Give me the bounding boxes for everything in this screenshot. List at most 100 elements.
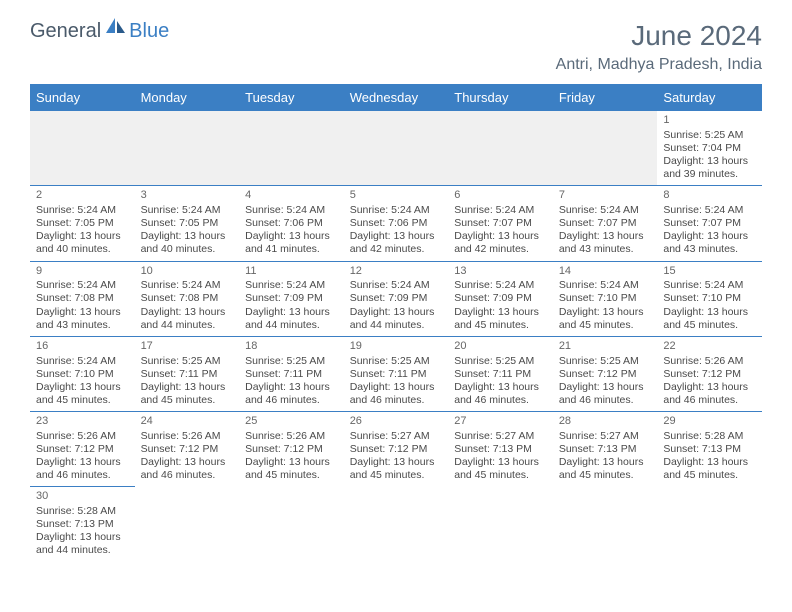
daylight-line: Daylight: 13 hours and 42 minutes. (350, 230, 443, 256)
sunset-line: Sunset: 7:07 PM (663, 217, 756, 230)
daylight-line: Daylight: 13 hours and 44 minutes. (245, 306, 338, 332)
calendar-body: 1Sunrise: 5:25 AMSunset: 7:04 PMDaylight… (30, 111, 762, 562)
day-header: Sunday (30, 84, 135, 111)
sunset-line: Sunset: 7:13 PM (559, 443, 652, 456)
calendar-cell (448, 487, 553, 562)
calendar-cell: 2Sunrise: 5:24 AMSunset: 7:05 PMDaylight… (30, 186, 135, 261)
daylight-line: Daylight: 13 hours and 46 minutes. (454, 381, 547, 407)
sunset-line: Sunset: 7:12 PM (350, 443, 443, 456)
daylight-line: Daylight: 13 hours and 45 minutes. (350, 456, 443, 482)
calendar-cell (239, 111, 344, 186)
day-header: Thursday (448, 84, 553, 111)
sunrise-line: Sunrise: 5:24 AM (663, 204, 756, 217)
day-number: 28 (559, 415, 652, 429)
calendar-cell: 14Sunrise: 5:24 AMSunset: 7:10 PMDayligh… (553, 261, 658, 336)
calendar-cell: 25Sunrise: 5:26 AMSunset: 7:12 PMDayligh… (239, 412, 344, 487)
daylight-line: Daylight: 13 hours and 44 minutes. (141, 306, 234, 332)
day-number: 29 (663, 415, 756, 429)
day-header: Monday (135, 84, 240, 111)
daylight-line: Daylight: 13 hours and 46 minutes. (245, 381, 338, 407)
sunrise-line: Sunrise: 5:26 AM (141, 430, 234, 443)
sunrise-line: Sunrise: 5:24 AM (36, 279, 129, 292)
calendar-row: 23Sunrise: 5:26 AMSunset: 7:12 PMDayligh… (30, 412, 762, 487)
sunset-line: Sunset: 7:12 PM (245, 443, 338, 456)
calendar-cell: 21Sunrise: 5:25 AMSunset: 7:12 PMDayligh… (553, 336, 658, 411)
calendar-cell: 19Sunrise: 5:25 AMSunset: 7:11 PMDayligh… (344, 336, 449, 411)
sunrise-line: Sunrise: 5:27 AM (559, 430, 652, 443)
calendar-table: Sunday Monday Tuesday Wednesday Thursday… (30, 84, 762, 562)
day-number: 10 (141, 265, 234, 279)
sunrise-line: Sunrise: 5:25 AM (245, 355, 338, 368)
calendar-cell (135, 487, 240, 562)
calendar-cell: 13Sunrise: 5:24 AMSunset: 7:09 PMDayligh… (448, 261, 553, 336)
day-number: 24 (141, 415, 234, 429)
sunrise-line: Sunrise: 5:24 AM (663, 279, 756, 292)
sunrise-line: Sunrise: 5:24 AM (141, 204, 234, 217)
sunset-line: Sunset: 7:11 PM (454, 368, 547, 381)
location: Antri, Madhya Pradesh, India (556, 56, 762, 74)
calendar-cell: 8Sunrise: 5:24 AMSunset: 7:07 PMDaylight… (657, 186, 762, 261)
day-number: 13 (454, 265, 547, 279)
day-number: 25 (245, 415, 338, 429)
sunset-line: Sunset: 7:07 PM (559, 217, 652, 230)
calendar-cell: 7Sunrise: 5:24 AMSunset: 7:07 PMDaylight… (553, 186, 658, 261)
sunset-line: Sunset: 7:10 PM (559, 292, 652, 305)
sunset-line: Sunset: 7:12 PM (36, 443, 129, 456)
daylight-line: Daylight: 13 hours and 45 minutes. (663, 306, 756, 332)
daylight-line: Daylight: 13 hours and 43 minutes. (36, 306, 129, 332)
sunset-line: Sunset: 7:04 PM (663, 142, 756, 155)
sunrise-line: Sunrise: 5:28 AM (36, 505, 129, 518)
logo-text-dark: General (30, 20, 101, 43)
day-header: Wednesday (344, 84, 449, 111)
sunset-line: Sunset: 7:05 PM (141, 217, 234, 230)
sunset-line: Sunset: 7:05 PM (36, 217, 129, 230)
page-header: General Blue June 2024 Antri, Madhya Pra… (0, 0, 792, 84)
day-number: 8 (663, 189, 756, 203)
sunrise-line: Sunrise: 5:27 AM (454, 430, 547, 443)
day-number: 3 (141, 189, 234, 203)
day-number: 15 (663, 265, 756, 279)
sunrise-line: Sunrise: 5:25 AM (350, 355, 443, 368)
sail-icon (105, 16, 127, 39)
sunrise-line: Sunrise: 5:24 AM (454, 279, 547, 292)
sunrise-line: Sunrise: 5:24 AM (454, 204, 547, 217)
day-number: 27 (454, 415, 547, 429)
sunset-line: Sunset: 7:09 PM (350, 292, 443, 305)
calendar-cell: 16Sunrise: 5:24 AMSunset: 7:10 PMDayligh… (30, 336, 135, 411)
daylight-line: Daylight: 13 hours and 46 minutes. (141, 456, 234, 482)
daylight-line: Daylight: 13 hours and 46 minutes. (350, 381, 443, 407)
daylight-line: Daylight: 13 hours and 41 minutes. (245, 230, 338, 256)
day-number: 12 (350, 265, 443, 279)
day-header: Saturday (657, 84, 762, 111)
calendar-row: 2Sunrise: 5:24 AMSunset: 7:05 PMDaylight… (30, 186, 762, 261)
sunset-line: Sunset: 7:12 PM (559, 368, 652, 381)
sunrise-line: Sunrise: 5:24 AM (559, 204, 652, 217)
daylight-line: Daylight: 13 hours and 45 minutes. (245, 456, 338, 482)
sunrise-line: Sunrise: 5:28 AM (663, 430, 756, 443)
daylight-line: Daylight: 13 hours and 39 minutes. (663, 155, 756, 181)
calendar-cell: 12Sunrise: 5:24 AMSunset: 7:09 PMDayligh… (344, 261, 449, 336)
sunrise-line: Sunrise: 5:24 AM (350, 204, 443, 217)
sunrise-line: Sunrise: 5:25 AM (454, 355, 547, 368)
day-number: 19 (350, 340, 443, 354)
calendar-row: 1Sunrise: 5:25 AMSunset: 7:04 PMDaylight… (30, 111, 762, 186)
sunrise-line: Sunrise: 5:24 AM (245, 279, 338, 292)
day-header: Friday (553, 84, 658, 111)
sunrise-line: Sunrise: 5:24 AM (245, 204, 338, 217)
daylight-line: Daylight: 13 hours and 45 minutes. (454, 456, 547, 482)
day-number: 6 (454, 189, 547, 203)
sunset-line: Sunset: 7:13 PM (454, 443, 547, 456)
sunrise-line: Sunrise: 5:26 AM (663, 355, 756, 368)
sunset-line: Sunset: 7:11 PM (141, 368, 234, 381)
day-number: 2 (36, 189, 129, 203)
daylight-line: Daylight: 13 hours and 40 minutes. (141, 230, 234, 256)
sunset-line: Sunset: 7:13 PM (663, 443, 756, 456)
daylight-line: Daylight: 13 hours and 45 minutes. (36, 381, 129, 407)
sunset-line: Sunset: 7:08 PM (36, 292, 129, 305)
day-number: 23 (36, 415, 129, 429)
daylight-line: Daylight: 13 hours and 46 minutes. (663, 381, 756, 407)
calendar-cell (344, 111, 449, 186)
sunrise-line: Sunrise: 5:24 AM (559, 279, 652, 292)
sunset-line: Sunset: 7:10 PM (663, 292, 756, 305)
sunrise-line: Sunrise: 5:26 AM (36, 430, 129, 443)
